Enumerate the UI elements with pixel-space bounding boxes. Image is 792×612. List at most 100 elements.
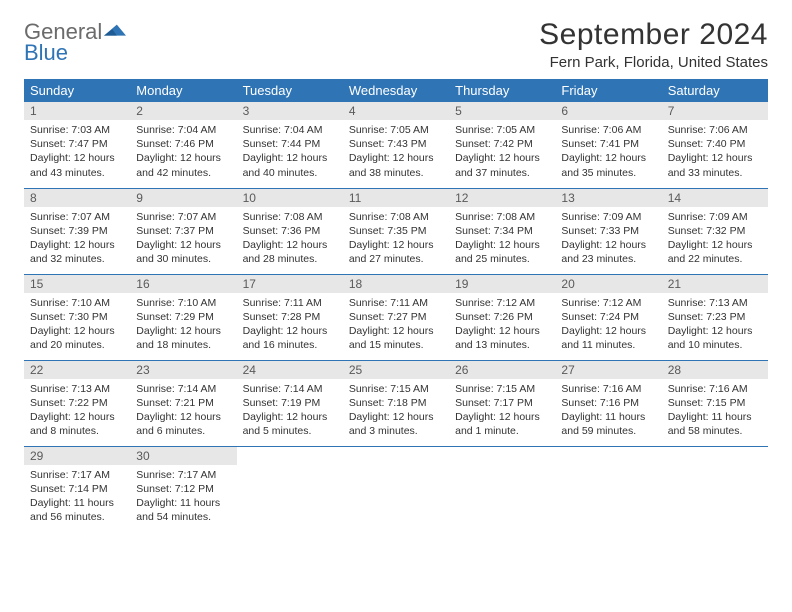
sunset-text: Sunset: 7:40 PM <box>668 137 762 151</box>
calendar-body: 1Sunrise: 7:03 AMSunset: 7:47 PMDaylight… <box>24 102 768 532</box>
brand-logo: General Blue <box>24 18 126 64</box>
day-number: 24 <box>237 361 343 379</box>
day-number: 13 <box>555 189 661 207</box>
calendar-cell: 23Sunrise: 7:14 AMSunset: 7:21 PMDayligh… <box>130 360 236 446</box>
calendar-cell: 11Sunrise: 7:08 AMSunset: 7:35 PMDayligh… <box>343 188 449 274</box>
daylight-text: Daylight: 11 hours and 59 minutes. <box>561 410 655 438</box>
daylight-text: Daylight: 12 hours and 23 minutes. <box>561 238 655 266</box>
day-details: Sunrise: 7:12 AMSunset: 7:24 PMDaylight:… <box>555 293 661 357</box>
daylight-text: Daylight: 12 hours and 16 minutes. <box>243 324 337 352</box>
sunset-text: Sunset: 7:37 PM <box>136 224 230 238</box>
day-number: 4 <box>343 102 449 120</box>
sunrise-text: Sunrise: 7:06 AM <box>668 123 762 137</box>
day-details: Sunrise: 7:05 AMSunset: 7:43 PMDaylight:… <box>343 120 449 184</box>
weekday-header: Thursday <box>449 79 555 102</box>
day-details: Sunrise: 7:06 AMSunset: 7:41 PMDaylight:… <box>555 120 661 184</box>
day-details: Sunrise: 7:16 AMSunset: 7:16 PMDaylight:… <box>555 379 661 443</box>
daylight-text: Daylight: 12 hours and 42 minutes. <box>136 151 230 179</box>
day-details: Sunrise: 7:10 AMSunset: 7:29 PMDaylight:… <box>130 293 236 357</box>
day-number: 30 <box>130 447 236 465</box>
daylight-text: Daylight: 11 hours and 54 minutes. <box>136 496 230 524</box>
sunset-text: Sunset: 7:22 PM <box>30 396 124 410</box>
calendar-cell: 29Sunrise: 7:17 AMSunset: 7:14 PMDayligh… <box>24 446 130 532</box>
calendar-row: 8Sunrise: 7:07 AMSunset: 7:39 PMDaylight… <box>24 188 768 274</box>
sunrise-text: Sunrise: 7:11 AM <box>349 296 443 310</box>
sunrise-text: Sunrise: 7:13 AM <box>30 382 124 396</box>
day-details: Sunrise: 7:13 AMSunset: 7:22 PMDaylight:… <box>24 379 130 443</box>
day-details: Sunrise: 7:06 AMSunset: 7:40 PMDaylight:… <box>662 120 768 184</box>
day-details: Sunrise: 7:14 AMSunset: 7:21 PMDaylight:… <box>130 379 236 443</box>
calendar-cell: 9Sunrise: 7:07 AMSunset: 7:37 PMDaylight… <box>130 188 236 274</box>
calendar-row: 1Sunrise: 7:03 AMSunset: 7:47 PMDaylight… <box>24 102 768 188</box>
day-details: Sunrise: 7:10 AMSunset: 7:30 PMDaylight:… <box>24 293 130 357</box>
calendar-cell: 3Sunrise: 7:04 AMSunset: 7:44 PMDaylight… <box>237 102 343 188</box>
sunrise-text: Sunrise: 7:17 AM <box>30 468 124 482</box>
calendar-cell: 19Sunrise: 7:12 AMSunset: 7:26 PMDayligh… <box>449 274 555 360</box>
day-details: Sunrise: 7:09 AMSunset: 7:33 PMDaylight:… <box>555 207 661 271</box>
day-number: 21 <box>662 275 768 293</box>
day-details: Sunrise: 7:15 AMSunset: 7:18 PMDaylight:… <box>343 379 449 443</box>
day-details: Sunrise: 7:08 AMSunset: 7:34 PMDaylight:… <box>449 207 555 271</box>
sunset-text: Sunset: 7:36 PM <box>243 224 337 238</box>
sunset-text: Sunset: 7:26 PM <box>455 310 549 324</box>
day-details: Sunrise: 7:07 AMSunset: 7:39 PMDaylight:… <box>24 207 130 271</box>
calendar-cell <box>237 446 343 532</box>
day-details: Sunrise: 7:08 AMSunset: 7:36 PMDaylight:… <box>237 207 343 271</box>
calendar-cell: 4Sunrise: 7:05 AMSunset: 7:43 PMDaylight… <box>343 102 449 188</box>
day-details: Sunrise: 7:17 AMSunset: 7:12 PMDaylight:… <box>130 465 236 529</box>
sunrise-text: Sunrise: 7:07 AM <box>136 210 230 224</box>
daylight-text: Daylight: 12 hours and 30 minutes. <box>136 238 230 266</box>
sunset-text: Sunset: 7:14 PM <box>30 482 124 496</box>
calendar-cell: 18Sunrise: 7:11 AMSunset: 7:27 PMDayligh… <box>343 274 449 360</box>
calendar-cell: 21Sunrise: 7:13 AMSunset: 7:23 PMDayligh… <box>662 274 768 360</box>
day-number: 10 <box>237 189 343 207</box>
day-number: 20 <box>555 275 661 293</box>
daylight-text: Daylight: 12 hours and 27 minutes. <box>349 238 443 266</box>
sunset-text: Sunset: 7:29 PM <box>136 310 230 324</box>
daylight-text: Daylight: 12 hours and 8 minutes. <box>30 410 124 438</box>
day-number: 23 <box>130 361 236 379</box>
day-number: 29 <box>24 447 130 465</box>
daylight-text: Daylight: 12 hours and 35 minutes. <box>561 151 655 179</box>
sunrise-text: Sunrise: 7:08 AM <box>243 210 337 224</box>
sunrise-text: Sunrise: 7:12 AM <box>561 296 655 310</box>
day-number: 3 <box>237 102 343 120</box>
day-number: 2 <box>130 102 236 120</box>
day-details: Sunrise: 7:15 AMSunset: 7:17 PMDaylight:… <box>449 379 555 443</box>
sunrise-text: Sunrise: 7:13 AM <box>668 296 762 310</box>
day-details: Sunrise: 7:12 AMSunset: 7:26 PMDaylight:… <box>449 293 555 357</box>
month-title: September 2024 <box>539 18 768 52</box>
sunset-text: Sunset: 7:43 PM <box>349 137 443 151</box>
day-details: Sunrise: 7:11 AMSunset: 7:27 PMDaylight:… <box>343 293 449 357</box>
sunset-text: Sunset: 7:28 PM <box>243 310 337 324</box>
calendar-cell: 1 Sunrise: 7:03 AMSunset: 7:47 PMDaylight… <box>24 102 130 188</box>
sunrise-text: Sunrise: 7:03 AM <box>30 123 124 137</box>
sunrise-text: Sunrise: 7:15 AM <box>455 382 549 396</box>
sunset-text: Sunset: 7:47 PM <box>30 137 124 151</box>
sunset-text: Sunset: 7:24 PM <box>561 310 655 324</box>
sunset-text: Sunset: 7:41 PM <box>561 137 655 151</box>
weekday-header: Tuesday <box>237 79 343 102</box>
daylight-text: Daylight: 12 hours and 32 minutes. <box>30 238 124 266</box>
calendar-cell: 8Sunrise: 7:07 AMSunset: 7:39 PMDaylight… <box>24 188 130 274</box>
calendar-cell: 7Sunrise: 7:06 AMSunset: 7:40 PMDaylight… <box>662 102 768 188</box>
calendar-cell: 27Sunrise: 7:16 AMSunset: 7:16 PMDayligh… <box>555 360 661 446</box>
day-number: 1 <box>24 102 130 120</box>
calendar-page: General Blue September 2024 Fern Park, F… <box>0 0 792 542</box>
daylight-text: Daylight: 12 hours and 22 minutes. <box>668 238 762 266</box>
day-number: 7 <box>662 102 768 120</box>
weekday-header: Sunday <box>24 79 130 102</box>
sunset-text: Sunset: 7:39 PM <box>30 224 124 238</box>
day-details: Sunrise: 7:07 AMSunset: 7:37 PMDaylight:… <box>130 207 236 271</box>
page-header: General Blue September 2024 Fern Park, F… <box>24 18 768 71</box>
calendar-cell: 17Sunrise: 7:11 AMSunset: 7:28 PMDayligh… <box>237 274 343 360</box>
day-number: 19 <box>449 275 555 293</box>
sunrise-text: Sunrise: 7:04 AM <box>136 123 230 137</box>
sunrise-text: Sunrise: 7:09 AM <box>561 210 655 224</box>
day-number: 15 <box>24 275 130 293</box>
daylight-text: Daylight: 12 hours and 43 minutes. <box>30 151 124 179</box>
calendar-cell: 12Sunrise: 7:08 AMSunset: 7:34 PMDayligh… <box>449 188 555 274</box>
daylight-text: Daylight: 12 hours and 37 minutes. <box>455 151 549 179</box>
day-number: 16 <box>130 275 236 293</box>
sunset-text: Sunset: 7:12 PM <box>136 482 230 496</box>
